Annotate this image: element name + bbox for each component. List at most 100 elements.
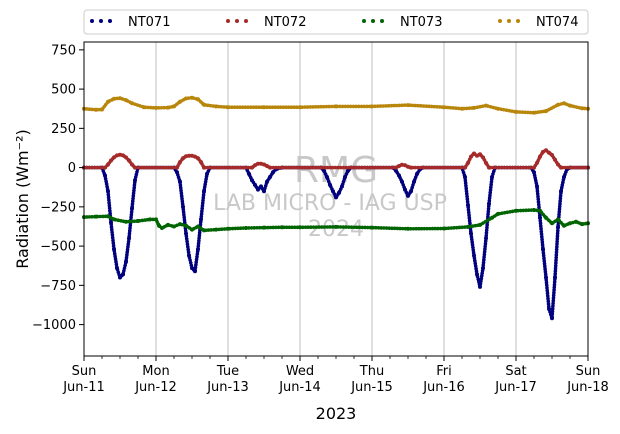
data-point [181, 156, 185, 161]
data-point [298, 225, 302, 230]
legend-marker [90, 19, 94, 23]
data-point [472, 151, 476, 156]
data-point [115, 153, 119, 158]
data-point [412, 179, 416, 184]
data-point [259, 184, 263, 189]
data-point [322, 168, 326, 173]
data-point [532, 110, 536, 115]
data-point [127, 158, 131, 163]
data-point [484, 236, 488, 241]
legend-marker [498, 19, 502, 23]
data-point [175, 165, 179, 170]
data-point [394, 165, 398, 170]
data-point [394, 168, 398, 173]
data-point [325, 175, 329, 179]
data-point [343, 175, 347, 179]
data-point [133, 165, 137, 170]
legend-label: NT072 [264, 15, 306, 30]
data-point [487, 165, 491, 170]
data-point [199, 217, 203, 222]
data-point [262, 189, 266, 194]
data-point [166, 222, 170, 227]
data-point [475, 153, 479, 158]
data-point [538, 154, 542, 159]
data-point [196, 97, 200, 102]
data-point [109, 158, 113, 163]
data-point [415, 171, 419, 176]
data-point [118, 152, 122, 157]
data-point [157, 223, 161, 228]
data-point [193, 154, 197, 159]
data-point [568, 221, 572, 226]
data-point [190, 95, 194, 100]
data-point [181, 204, 185, 209]
legend-item-NT073: NT073 [362, 15, 442, 30]
data-point [253, 182, 257, 187]
x-tick-label-day: Sun [576, 364, 601, 379]
data-point [262, 105, 266, 110]
data-point [547, 306, 551, 311]
data-point [253, 163, 257, 168]
data-point [406, 226, 410, 231]
data-point [106, 189, 110, 194]
data-point [541, 247, 545, 252]
data-point [226, 105, 230, 110]
data-point [154, 105, 158, 110]
series-NT073 [82, 208, 590, 233]
data-point [568, 103, 572, 108]
legend-item-NT072: NT072 [226, 15, 306, 30]
data-point [112, 155, 116, 160]
data-point [172, 224, 176, 229]
data-point [472, 105, 476, 110]
data-point [550, 221, 554, 226]
data-point [406, 103, 410, 108]
data-point [178, 222, 182, 227]
y-tick-label: 0 [68, 161, 76, 176]
data-point [478, 284, 482, 289]
legend-label: NT073 [400, 15, 442, 30]
data-point [121, 153, 125, 158]
data-point [103, 165, 107, 170]
data-point [190, 266, 194, 271]
data-point [544, 148, 548, 153]
data-point [256, 161, 260, 166]
data-point [346, 168, 350, 173]
data-point [94, 214, 98, 219]
x-tick-label-day: Sun [72, 364, 97, 379]
data-point [562, 101, 566, 106]
watermark-line-3: 2024 [308, 217, 364, 242]
data-point [184, 96, 188, 101]
y-tick-label: 500 [51, 83, 76, 98]
vertical-grid [155, 42, 517, 356]
data-point [397, 164, 401, 168]
data-point [544, 215, 548, 220]
data-point [547, 150, 551, 155]
data-point [496, 106, 500, 111]
legend-marker [516, 19, 520, 23]
data-point [409, 189, 413, 194]
data-point [214, 104, 218, 109]
data-point [514, 208, 518, 213]
data-point [532, 165, 536, 170]
data-point [406, 193, 410, 198]
data-point [178, 99, 182, 104]
data-point [166, 105, 170, 110]
x-axis-title: 2023 [316, 404, 357, 423]
data-point [130, 162, 134, 167]
data-point [205, 171, 209, 176]
data-point [544, 275, 548, 280]
data-point [466, 160, 470, 165]
data-point [184, 223, 188, 228]
series-NT072 [82, 148, 590, 170]
data-point [100, 107, 104, 112]
data-point [202, 165, 206, 170]
data-point [106, 214, 110, 219]
data-point [202, 228, 206, 233]
x-tick-label-date: Jun-15 [350, 380, 393, 395]
x-tick-label-day: Fri [436, 364, 452, 379]
data-point [478, 222, 482, 227]
legend-marker [226, 19, 230, 23]
data-point [532, 170, 536, 175]
legend-marker [380, 19, 384, 23]
